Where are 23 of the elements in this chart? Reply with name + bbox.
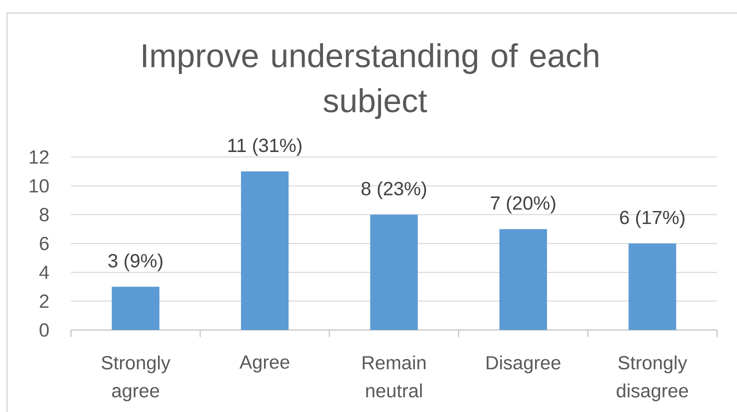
chart-title: Improve understanding of each subject xyxy=(143,43,598,119)
y-tick-label: 2 xyxy=(40,294,49,308)
bar xyxy=(499,229,547,330)
y-tick-label: 8 xyxy=(40,208,49,222)
y-tick-label: 6 xyxy=(40,236,49,250)
x-tick-label: Remain neutral xyxy=(362,356,426,398)
bar xyxy=(241,171,289,330)
x-tick-label: Disagree xyxy=(486,356,560,374)
x-tick-label: Strongly disagree xyxy=(616,356,688,402)
x-tick-label: Agree xyxy=(239,356,290,373)
y-tick-label: 10 xyxy=(30,179,49,193)
y-tick-label: 0 xyxy=(40,323,49,337)
bar xyxy=(628,243,676,330)
data-label: 11 (31%) xyxy=(228,138,302,156)
y-tick-label: 12 xyxy=(30,150,49,164)
data-label: 8 (23%) xyxy=(362,181,426,200)
bar xyxy=(370,214,418,330)
data-label: 6 (17%) xyxy=(620,210,684,228)
y-tick-label: 4 xyxy=(39,266,49,279)
x-tick-label: Strongly agree xyxy=(102,356,170,402)
bar xyxy=(112,286,160,330)
data-label: 7 (20%) xyxy=(490,196,556,214)
data-label: 3 (9%) xyxy=(108,254,162,272)
